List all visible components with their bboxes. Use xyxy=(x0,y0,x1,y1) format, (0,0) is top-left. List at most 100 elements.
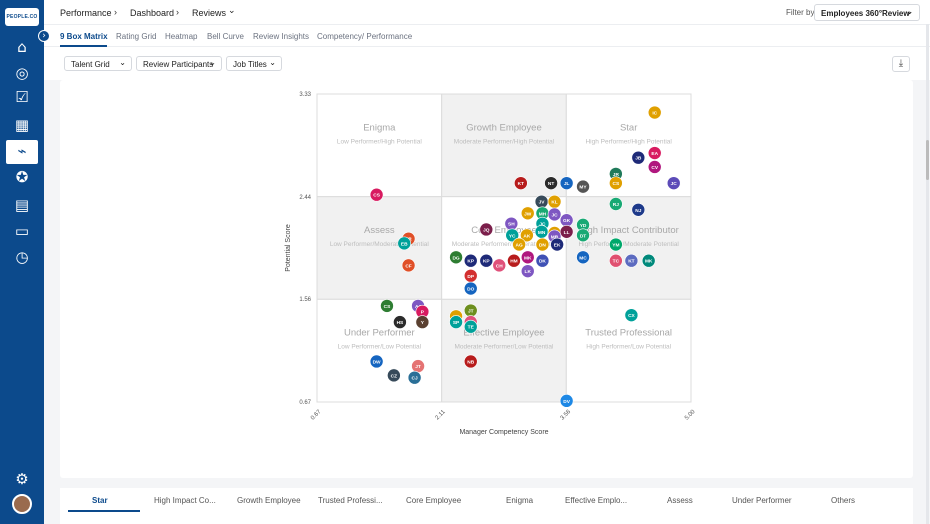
employee-point-label: RJ xyxy=(613,202,619,208)
box-title: Growth Employee xyxy=(466,122,542,133)
talent-grid-dropdown[interactable]: Talent Grid ⌄ xyxy=(64,56,132,71)
employee-point-label: EK xyxy=(554,243,561,249)
stopwatch-icon[interactable]: ◷ xyxy=(15,248,29,266)
employee-point-label: CH xyxy=(496,263,503,269)
review-participants-label: Review Participants xyxy=(143,60,214,69)
employee-point xyxy=(514,176,528,190)
x-tick-label: 5.00 xyxy=(684,409,697,422)
breadcrumb-reviews[interactable]: Reviews xyxy=(192,8,227,18)
sidebar-collapse-icon[interactable]: › xyxy=(38,30,50,42)
sidebar: PEOPLE.CO ⌂ ◎ ☑ ▦ ⌁ ✪ ▤ ▭ ◷ ⚙ xyxy=(0,0,44,524)
employee-point xyxy=(647,160,662,174)
employee-point-label: CF xyxy=(405,263,411,269)
filter-select[interactable]: Employees 360°Review ⌄ xyxy=(814,4,920,21)
box-title: Trusted Professional xyxy=(585,328,672,339)
category-tab-effective-emplo[interactable]: Effective Emplo... xyxy=(565,496,628,505)
category-tab-enigma[interactable]: Enigma xyxy=(506,496,534,505)
box-cell xyxy=(565,196,692,300)
employee-point xyxy=(624,308,639,322)
view-tabs: 9 Box Matrix Rating Grid Heatmap Bell Cu… xyxy=(44,25,930,47)
chart-icon[interactable]: ⌁ xyxy=(6,140,38,164)
employee-point-label: GK xyxy=(563,218,571,224)
award-icon[interactable]: ✪ xyxy=(15,168,29,186)
toolbar: Talent Grid ⌄ Review Participants ⌄ Job … xyxy=(44,47,930,80)
employee-point-label: MC xyxy=(579,255,587,261)
employee-point xyxy=(479,253,494,268)
settings-icon[interactable]: ⚙ xyxy=(15,470,29,488)
tab-review-insights[interactable]: Review Insights xyxy=(253,32,310,41)
category-tab-star[interactable]: Star xyxy=(92,496,108,505)
x-tick-label: 2.11 xyxy=(435,409,448,422)
employee-point xyxy=(631,150,646,165)
category-tabs: Star High Impact Co... Growth Employee Trus… xyxy=(60,488,913,524)
employee-point-label: CV xyxy=(651,165,658,171)
active-category-underline xyxy=(68,510,140,512)
review-participants-dropdown[interactable]: Review Participants ⌄ xyxy=(136,56,222,71)
category-tab-under-performer[interactable]: Under Performer xyxy=(732,496,792,505)
employee-point xyxy=(559,394,574,408)
employee-point-label: JT xyxy=(468,309,474,315)
box-title: Assess xyxy=(364,225,395,236)
category-tab-others[interactable]: Others xyxy=(831,496,856,505)
employee-point-label: JB xyxy=(635,156,642,162)
breadcrumb-dropdown-icon[interactable]: ⌄ xyxy=(228,5,236,15)
employee-point xyxy=(647,105,662,120)
employee-point-label: JC xyxy=(551,212,558,218)
employee-point-label: YC xyxy=(509,233,516,239)
card-icon[interactable]: ▤ xyxy=(14,196,30,214)
employee-point xyxy=(387,368,401,383)
employee-point-label: MK xyxy=(645,259,653,265)
employee-point xyxy=(407,370,422,385)
employee-point-label: DP xyxy=(467,274,474,280)
employee-point-label: AK xyxy=(523,233,530,239)
download-icon[interactable]: ⤓ xyxy=(892,56,910,72)
category-tab-core-employee[interactable]: Core Employee xyxy=(406,496,462,505)
box-subtitle: Low Performer/Low Potential xyxy=(338,344,422,351)
scrollbar-track[interactable] xyxy=(926,24,929,524)
box-title: High Impact Contributor xyxy=(579,225,679,236)
employee-point-label: JL xyxy=(564,181,570,187)
breadcrumb-performance[interactable]: Performance xyxy=(60,8,112,18)
box-subtitle: High Performer/Low Potential xyxy=(586,344,671,351)
tab-competency-performance[interactable]: Competency/ Performance xyxy=(317,32,413,41)
x-tick-label: 0.67 xyxy=(310,409,323,422)
category-tab-trusted-professi[interactable]: Trusted Professi... xyxy=(318,496,383,505)
employee-point xyxy=(505,228,520,243)
tab-9-box-matrix[interactable]: 9 Box Matrix xyxy=(60,32,108,41)
box-subtitle: High Performer/High Potential xyxy=(585,138,672,145)
employee-point xyxy=(520,250,535,265)
scrollbar-thumb[interactable] xyxy=(926,140,929,180)
target-icon[interactable]: ◎ xyxy=(15,64,29,82)
checklist-icon[interactable]: ☑ xyxy=(15,88,29,106)
box-subtitle: Moderate Performer/Low Potential xyxy=(455,344,555,351)
home-icon[interactable]: ⌂ xyxy=(17,38,27,56)
employee-point-label: KL xyxy=(551,200,557,206)
employee-point-label: TC xyxy=(613,259,620,265)
category-tab-growth-employee[interactable]: Growth Employee xyxy=(237,496,301,505)
category-tab-assess[interactable]: Assess xyxy=(667,496,693,505)
tab-rating-grid[interactable]: Rating Grid xyxy=(116,32,157,41)
employee-point-label: MH xyxy=(539,211,547,217)
x-tick-label: 3.56 xyxy=(560,409,573,422)
briefcase-icon[interactable]: ▭ xyxy=(14,222,30,240)
box-title: Core Employee xyxy=(471,225,536,236)
employee-point-label: DG xyxy=(452,255,459,261)
employee-point xyxy=(492,258,507,273)
filter-label: Filter by xyxy=(786,8,815,17)
top-bar: Performance › Dashboard › Reviews ⌄ Filt… xyxy=(44,0,930,25)
employee-point-label: KP xyxy=(483,259,490,265)
chevron-down-icon: ⌄ xyxy=(119,58,126,67)
employee-point-label: NJ xyxy=(635,208,641,214)
calendar-icon[interactable]: ▦ xyxy=(14,116,30,134)
employee-point-label: TE xyxy=(468,325,475,331)
tab-bell-curve[interactable]: Bell Curve xyxy=(207,32,244,41)
breadcrumb-dashboard[interactable]: Dashboard xyxy=(130,8,175,18)
employee-point xyxy=(520,264,535,278)
employee-point-label: NB xyxy=(467,359,474,365)
job-titles-dropdown[interactable]: Job Titles ⌄ xyxy=(226,56,282,71)
tab-heatmap[interactable]: Heatmap xyxy=(165,32,198,41)
employee-point xyxy=(641,253,656,268)
category-tab-high-impact-co[interactable]: High Impact Co... xyxy=(154,496,216,505)
employee-point xyxy=(535,237,550,252)
user-avatar[interactable] xyxy=(12,494,32,514)
